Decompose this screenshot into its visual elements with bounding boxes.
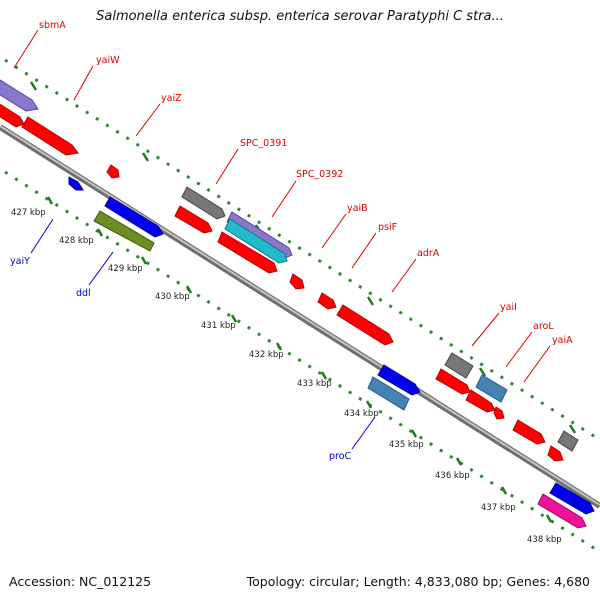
gene-red-right[interactable] xyxy=(547,445,564,462)
gene-aroL-red[interactable] xyxy=(465,389,496,413)
gene-yaiA-small[interactable] xyxy=(493,406,505,420)
gene-adrA[interactable] xyxy=(336,304,394,346)
gene-ddl-right[interactable] xyxy=(104,196,164,238)
gene-label-yaiA[interactable]: yaiA xyxy=(552,335,573,346)
forward-gene-labels: sbmA yaiW yaiZ SPC_0391 SPC_0392 yaiB ps… xyxy=(39,20,573,346)
gene-proC[interactable] xyxy=(367,376,410,411)
gene-label-proC[interactable]: proC xyxy=(329,451,352,462)
gene-label-SPC_0392[interactable]: SPC_0392 xyxy=(296,169,343,180)
gene-label-yaiZ[interactable]: yaiZ xyxy=(161,93,182,104)
kbp-labels: 427 kbp 428 kbp 429 kbp 430 kbp 431 kbp … xyxy=(11,208,562,545)
kbp-label: 435 kbp xyxy=(389,440,424,450)
gene-pink-bottom-right[interactable] xyxy=(537,493,587,529)
gene-label-yaiW[interactable]: yaiW xyxy=(96,55,120,66)
gene-sbmA[interactable] xyxy=(0,75,39,112)
kbp-label: 434 kbp xyxy=(344,409,379,419)
genome-backbone-highlight xyxy=(0,125,600,506)
gene-label-sbmA[interactable]: sbmA xyxy=(39,20,66,31)
kbp-label: 430 kbp xyxy=(155,292,190,302)
gene-label-SPC_0391[interactable]: SPC_0391 xyxy=(240,138,287,149)
page-title: Salmonella enterica subsp. enterica sero… xyxy=(96,9,504,24)
kbp-label: 427 kbp xyxy=(11,208,46,218)
gene-yaiA[interactable] xyxy=(512,419,546,445)
gene-label-aroL[interactable]: aroL xyxy=(533,321,554,332)
lower-tick-ruler xyxy=(4,170,600,554)
gene-yaiI[interactable] xyxy=(435,368,471,395)
topology-text: Topology: circular; Length: 4,833,080 bp… xyxy=(246,574,590,589)
gene-proC-blue[interactable] xyxy=(377,364,421,396)
gene-yaiI-gray[interactable] xyxy=(444,352,474,379)
gene-yaiW[interactable] xyxy=(21,116,79,156)
gene-ddl[interactable] xyxy=(93,210,155,252)
kbp-label: 436 kbp xyxy=(435,471,470,481)
gene-blue-bottom-right[interactable] xyxy=(549,482,595,515)
gene-adrA-small[interactable] xyxy=(317,292,337,310)
gene-label-yaiB[interactable]: yaiB xyxy=(347,203,368,214)
lower-major-ticks xyxy=(46,196,553,523)
gene-features[interactable] xyxy=(0,75,595,529)
accession-text: Accession: NC_012125 xyxy=(9,574,152,589)
gene-red-near-ddl[interactable] xyxy=(174,205,213,234)
gene-yaiZ[interactable] xyxy=(106,164,120,179)
forward-leader-lines xyxy=(13,29,551,383)
upper-tick-ruler xyxy=(4,58,600,442)
kbp-label: 428 kbp xyxy=(59,236,94,246)
gene-SPC_0392[interactable] xyxy=(226,211,293,259)
gene-label-adrA[interactable]: adrA xyxy=(417,248,440,259)
gene-SPC_0391[interactable] xyxy=(181,186,226,220)
gene-psiF[interactable] xyxy=(289,273,305,290)
gene-small-blue-1[interactable] xyxy=(68,176,84,191)
reverse-gene-labels: yaiY ddl proC xyxy=(10,256,352,462)
gene-label-yaiY[interactable]: yaiY xyxy=(10,256,30,267)
kbp-label: 437 kbp xyxy=(481,503,516,513)
kbp-label: 438 kbp xyxy=(527,535,562,545)
gene-label-ddl[interactable]: ddl xyxy=(76,288,91,299)
gene-SPC_0392-cyan[interactable] xyxy=(224,218,288,264)
gene-label-yaiI[interactable]: yaiI xyxy=(500,302,517,313)
gene-yaiB[interactable] xyxy=(217,231,278,274)
reverse-leader-lines xyxy=(30,218,376,450)
gene-label-psiF[interactable]: psiF xyxy=(378,222,397,233)
gene-aroL[interactable] xyxy=(475,374,508,403)
gene-gray-right[interactable] xyxy=(557,430,579,452)
kbp-label: 432 kbp xyxy=(249,350,284,360)
gene-yaiW-upper[interactable] xyxy=(0,101,25,128)
kbp-label: 433 kbp xyxy=(297,379,332,389)
kbp-label: 431 kbp xyxy=(201,321,236,331)
kbp-label: 429 kbp xyxy=(108,264,143,274)
